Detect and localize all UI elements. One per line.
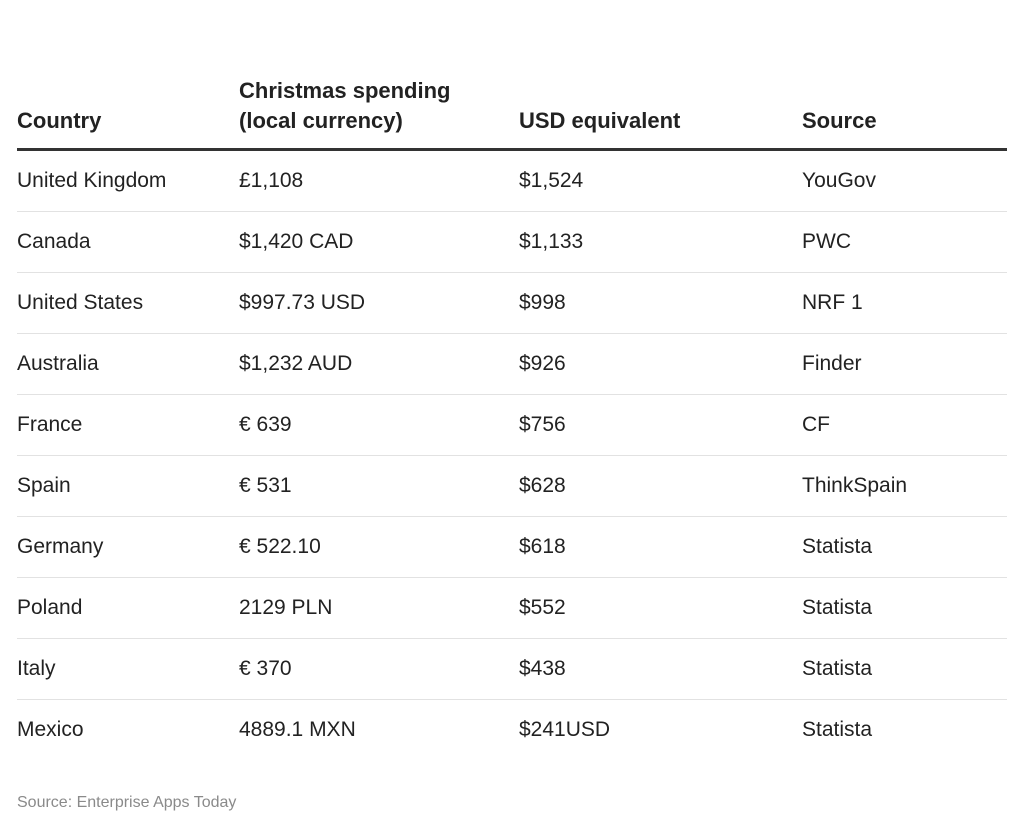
- column-header: USD equivalent: [519, 46, 802, 151]
- table-cell: $628: [519, 455, 802, 517]
- table-cell: $1,420 CAD: [239, 211, 519, 273]
- table-cell: $438: [519, 638, 802, 700]
- header-row: Country Christmas spending (local currenc…: [17, 46, 1007, 151]
- table-cell: YouGov: [802, 149, 1007, 212]
- table-row: United Kingdom £1,108 $1,524 YouGov: [17, 149, 1007, 212]
- table-cell: Statista: [802, 718, 873, 741]
- table-cell: $998: [519, 272, 802, 334]
- table-row: Australia $1,232 AUD $926 Finder: [17, 333, 1007, 395]
- table-cell: 4889.1 MXN: [239, 718, 356, 741]
- table-body: United Kingdom £1,108 $1,524 YouGov Canada $1…: [17, 149, 1007, 761]
- table-row: Spain € 531 $628 ThinkSpain: [17, 455, 1007, 517]
- table-row: France € 639 $756 CF: [17, 394, 1007, 456]
- table-cell: Italy: [17, 638, 239, 700]
- table-cell: $997.73 USD: [239, 272, 519, 334]
- table-cell: ThinkSpain: [802, 455, 1007, 517]
- table-cell: Statista: [802, 577, 1007, 639]
- table-cell: NRF 1: [802, 272, 1007, 334]
- data-table: Country Christmas spending (local currenc…: [17, 46, 1007, 760]
- table-cell: $756: [519, 394, 802, 456]
- column-header: Source: [802, 46, 1007, 151]
- table-row: Poland 2129 PLN $552 Statista: [17, 577, 1007, 639]
- table-cell: Statista: [802, 638, 1007, 700]
- table-cell: $241USD: [519, 718, 611, 741]
- table-cell: CF: [802, 394, 1007, 456]
- table-cell: Canada: [17, 211, 239, 273]
- table-row: Germany € 522.10 $618 Statista: [17, 516, 1007, 578]
- table-cell: United States: [17, 272, 239, 334]
- table-cell: Australia: [17, 333, 239, 395]
- table-cell: France: [17, 394, 239, 456]
- table-row: United States $997.73 USD $998 NRF 1: [17, 272, 1007, 334]
- table-cell: $618: [519, 516, 802, 578]
- table-cell: United Kingdom: [17, 149, 239, 212]
- table-cell: Mexico: [17, 718, 84, 741]
- table-cell: 2129 PLN: [239, 577, 519, 639]
- table-cell: $1,133: [519, 211, 802, 273]
- table-cell: € 531: [239, 455, 519, 517]
- table-cell: $552: [519, 577, 802, 639]
- table-cell: € 522.10: [239, 516, 519, 578]
- table-row: Italy € 370 $438 Statista: [17, 638, 1007, 700]
- table-cell: $1,232 AUD: [239, 333, 519, 395]
- table-cell: € 370: [239, 638, 519, 700]
- column-header: Country: [17, 46, 239, 151]
- table-cell: Poland: [17, 577, 239, 639]
- table-cell: PWC: [802, 211, 1007, 273]
- source-note: Source: Enterprise Apps Today: [17, 794, 237, 811]
- table-cell: Finder: [802, 333, 1007, 395]
- column-header: Christmas spending (local currency): [239, 46, 519, 151]
- table-row: Canada $1,420 CAD $1,133 PWC: [17, 211, 1007, 273]
- table-cell: Spain: [17, 455, 239, 517]
- table-cell: $926: [519, 333, 802, 395]
- table-cell: £1,108: [239, 149, 519, 212]
- table-cell: Germany: [17, 516, 239, 578]
- table-cell: € 639: [239, 394, 519, 456]
- table-row: Mexico 4889.1 MXN $241USD Statista: [17, 700, 1007, 761]
- table-cell: Statista: [802, 516, 1007, 578]
- table-cell: $1,524: [519, 149, 802, 212]
